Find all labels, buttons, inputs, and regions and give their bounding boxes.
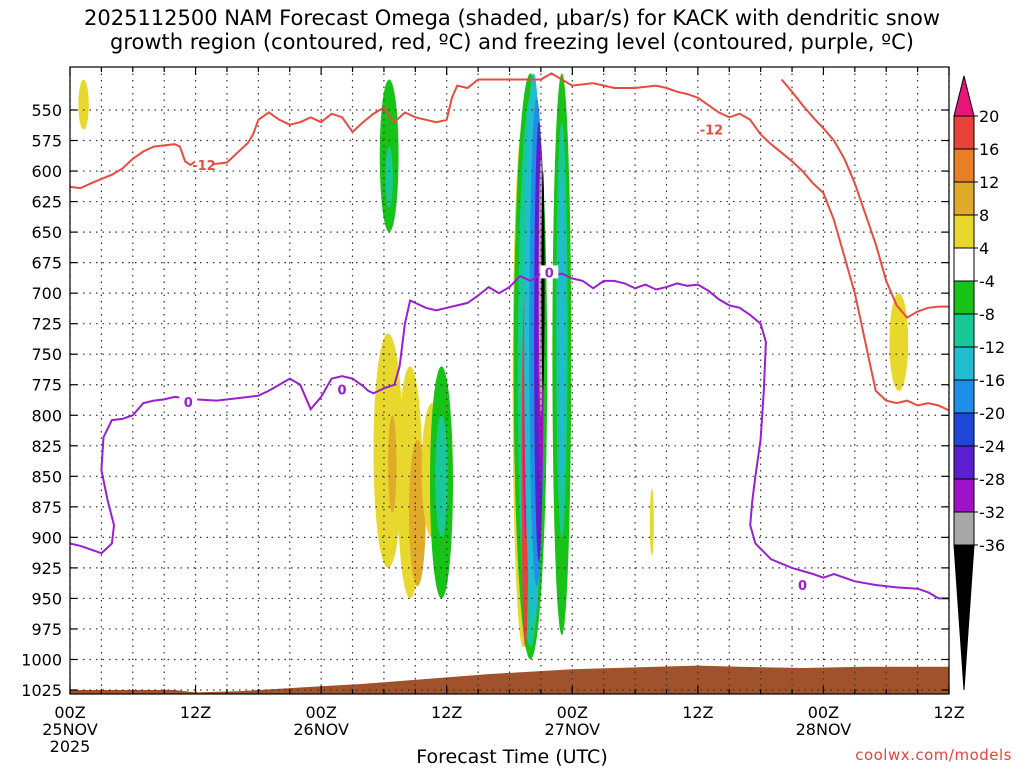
y-tick-label: 550 [31, 101, 62, 120]
x-tick-date: 27NOV [544, 720, 600, 739]
freezing-contour-label-bg [793, 577, 812, 591]
omega-feature [388, 415, 397, 513]
omega-feature [78, 79, 89, 130]
colorbar-segment [953, 445, 975, 480]
y-tick-label: 650 [31, 223, 62, 242]
x-tick-time: 00Z [54, 703, 85, 722]
y-tick-label: 725 [31, 315, 62, 334]
colorbar-label: 4 [979, 239, 989, 258]
y-tick-label: 575 [31, 132, 62, 151]
y-tick-label: 950 [31, 589, 62, 608]
title-line-2: growth region (contoured, red, ºC) and f… [110, 30, 914, 54]
freezing-contour-label-bg [540, 265, 559, 279]
colorbar-segment [953, 412, 975, 447]
y-tick-label: 875 [31, 498, 62, 517]
freezing-contour-line [69, 272, 949, 600]
y-tick-label: 800 [31, 406, 62, 425]
contours: -12 -12 0 0 0 0 [69, 72, 950, 600]
colorbar-segment [953, 511, 975, 546]
x-tick-time: 00Z [305, 703, 336, 722]
omega-feature [558, 171, 565, 489]
y-tick-label: 700 [31, 284, 62, 303]
x-tick-time: 12Z [682, 703, 713, 722]
colorbar-segment [953, 313, 975, 348]
x-tick-date: 25NOV [42, 720, 98, 739]
freezing-contour-label-bg [333, 382, 352, 396]
colorbar-segment [953, 346, 975, 381]
y-tick-label: 850 [31, 467, 62, 486]
colorbar-label: 8 [979, 206, 989, 225]
dendritic-contour-label-bg [194, 157, 213, 171]
colorbar-label: 16 [979, 140, 999, 159]
colorbar-segment [953, 379, 975, 414]
freezing-contour-label-bg [179, 394, 198, 408]
colorbar-label: -36 [979, 536, 1005, 555]
colorbar-label: -8 [979, 305, 995, 324]
y-tick-label: 900 [31, 528, 62, 547]
colorbar-label: -12 [979, 338, 1005, 357]
colorbar-segment [953, 181, 975, 216]
x-tick-time: 00Z [557, 703, 588, 722]
colorbar-label: -28 [979, 470, 1005, 489]
x-tick-year: 2025 [50, 737, 91, 756]
colorbar-top-arrow [953, 75, 975, 117]
x-tick-time: 12Z [180, 703, 211, 722]
dendritic-contour-line-2 [780, 78, 949, 319]
omega-shading [70, 73, 949, 694]
y-tick-label: 675 [31, 254, 62, 273]
dendritic-contour-label-bg [702, 122, 721, 136]
y-tick-label: 1025 [21, 681, 62, 700]
colorbar-label: -32 [979, 503, 1005, 522]
x-tick-time: 12Z [933, 703, 964, 722]
colorbar-segment [953, 247, 975, 282]
colorbar-label: -16 [979, 371, 1005, 390]
dendritic-contour-label: -12 [192, 159, 216, 174]
colorbar-label: -20 [979, 404, 1005, 423]
colorbar-segment [953, 478, 975, 513]
colorbar-segment [953, 214, 975, 249]
x-tick-date: 28NOV [796, 720, 852, 739]
y-tick-label: 600 [31, 162, 62, 181]
colorbar-label: 12 [979, 173, 999, 192]
x-tick-date: 26NOV [293, 720, 349, 739]
dendritic-contour-label: -12 [700, 124, 724, 139]
y-tick-label: 775 [31, 376, 62, 395]
source-credit: coolwx.com/models [855, 746, 1012, 764]
omega-feature [541, 171, 545, 391]
y-tick-label: 1000 [21, 650, 62, 669]
colorbar: 20 16 12 8 4 -4 -8 -12 -16 -20 -24 -28 -32 -36 [953, 75, 1005, 691]
y-tick-label: 975 [31, 620, 62, 639]
colorbar-label: 20 [979, 107, 999, 126]
freezing-contour-label: 0 [338, 384, 347, 399]
y-tick-label: 625 [31, 193, 62, 212]
x-tick-time: 00Z [808, 703, 839, 722]
freezing-contour-label: 0 [798, 579, 807, 594]
omega-feature [649, 488, 654, 556]
x-axis-title: Forecast Time (UTC) [416, 746, 608, 768]
y-tick-label: 825 [31, 437, 62, 456]
plot-frame [69, 66, 950, 695]
colorbar-segment [953, 148, 975, 183]
freezing-contour-label: 0 [545, 266, 554, 281]
chart-title: 2025112500 NAM Forecast Omega (shaded, µ… [0, 6, 1024, 54]
y-axis: 550 575 600 625 650 675 700 725 750 775 800 825 850 8… [21, 101, 949, 700]
colorbar-label: -4 [979, 272, 995, 291]
colorbar-segment [953, 115, 975, 150]
omega-feature [889, 293, 909, 391]
omega-feature [385, 146, 393, 208]
colorbar-segment [953, 280, 975, 315]
freezing-contour-label: 0 [184, 396, 193, 411]
y-tick-label: 750 [31, 345, 62, 364]
colorbar-bottom-arrow [953, 544, 975, 691]
y-tick-label: 925 [31, 559, 62, 578]
colorbar-label: -24 [979, 437, 1005, 456]
title-line-1: 2025112500 NAM Forecast Omega (shaded, µ… [84, 6, 940, 30]
omega-feature [373, 333, 403, 568]
x-tick-time: 12Z [431, 703, 462, 722]
